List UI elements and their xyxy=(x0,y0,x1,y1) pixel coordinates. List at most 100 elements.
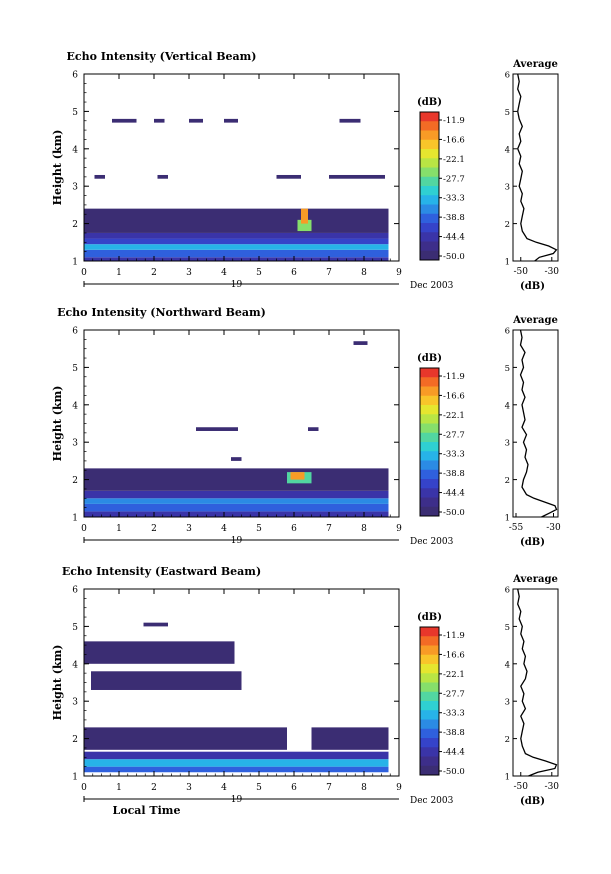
colorbar-tick-label: -27.7 xyxy=(443,689,465,699)
heatmap-cell xyxy=(339,118,361,123)
y-tick-label: 1 xyxy=(72,258,78,268)
colorbar-swatch xyxy=(420,368,439,378)
heatmap-cell xyxy=(112,118,137,123)
colorbar-swatch xyxy=(420,701,439,711)
avg-y-tick-label: 2 xyxy=(505,735,510,745)
heatmap-cell xyxy=(84,208,389,233)
colorbar-swatch xyxy=(420,405,439,415)
colorbar-tick-label: -33.3 xyxy=(443,709,465,719)
x-tick-label: 5 xyxy=(256,268,262,278)
average-title: Average xyxy=(512,59,558,70)
colorbar-swatch xyxy=(420,636,439,646)
x-tick-label: 4 xyxy=(221,268,227,278)
heatmap-cell xyxy=(311,727,389,750)
heatmap-cell xyxy=(329,174,385,179)
panel-title: Echo Intensity (Eastward Beam) xyxy=(62,565,261,578)
heatmap-layer xyxy=(84,118,389,261)
colorbar-swatch xyxy=(420,176,439,187)
y-tick-label: 4 xyxy=(72,145,78,155)
heatmap-cell xyxy=(84,232,389,239)
x-tick-label: 3 xyxy=(186,783,192,793)
colorbar-swatch xyxy=(420,241,439,252)
colorbar-swatch xyxy=(420,395,439,406)
heatmap-cell xyxy=(290,472,305,480)
colorbar-swatch xyxy=(420,158,439,168)
heatmap-cell xyxy=(84,238,389,245)
y-tick-label: 3 xyxy=(72,183,78,193)
colorbar-swatch xyxy=(420,691,439,702)
x-tick-label: 3 xyxy=(186,268,192,278)
colorbar-unit: (dB) xyxy=(417,97,442,108)
colorbar-swatch xyxy=(420,377,439,387)
colorbar-swatch xyxy=(420,710,439,720)
y-tick-label: 5 xyxy=(72,108,78,118)
y-tick-label: 2 xyxy=(72,735,78,745)
y-axis-title: Height (km) xyxy=(51,130,64,206)
heatmap-cell xyxy=(308,427,319,431)
avg-x-tick-label: -50 xyxy=(514,267,529,277)
x-tick-label: 1 xyxy=(116,268,122,278)
colorbar-frame xyxy=(419,367,440,517)
x-tick-label: 7 xyxy=(326,524,332,534)
y-tick-label: 6 xyxy=(72,586,78,596)
heatmap-cell xyxy=(353,341,368,345)
x-tick-label: 8 xyxy=(361,783,367,793)
colorbar-swatch xyxy=(420,442,439,452)
avg-x-tick-label: -30 xyxy=(546,523,561,533)
avg-x-tick-label: -50 xyxy=(514,782,529,792)
avg-x-tick-label: -30 xyxy=(545,267,560,277)
colorbar-swatch xyxy=(420,167,439,178)
avg-y-tick-label: 4 xyxy=(505,401,510,411)
avg-y-tick-label: 3 xyxy=(505,698,510,708)
heatmap-cell xyxy=(189,118,203,123)
y-tick-label: 5 xyxy=(72,364,78,374)
colorbar-tick-label: -22.1 xyxy=(443,155,465,165)
colorbar-tick-label: -50.0 xyxy=(443,767,465,777)
colorbar-swatch xyxy=(420,139,439,150)
heatmap-cell xyxy=(84,503,389,512)
colorbar-swatch xyxy=(420,682,439,693)
x-tick-label: 2 xyxy=(151,783,157,793)
colorbar-swatch xyxy=(420,469,439,480)
average-profile-line xyxy=(517,588,558,777)
colorbar-swatch xyxy=(420,654,439,665)
heatmap-cell xyxy=(154,118,165,123)
heatmap-cell xyxy=(84,511,389,517)
heatmap-cell xyxy=(84,468,389,491)
y-tick-label: 2 xyxy=(72,476,78,486)
heatmap-cell xyxy=(84,244,389,250)
day-label: 19 xyxy=(231,280,243,290)
avg-y-tick-label: 6 xyxy=(505,327,510,337)
avg-y-tick-label: 6 xyxy=(505,71,510,81)
x-tick-label: 9 xyxy=(396,268,402,278)
colorbar-swatch xyxy=(420,479,439,489)
month-label: Dec 2003 xyxy=(410,537,454,547)
heatmap-cell xyxy=(301,208,308,224)
avg-y-tick-label: 1 xyxy=(505,514,510,524)
x-tick-label: 5 xyxy=(256,783,262,793)
colorbar-tick-label: -44.4 xyxy=(443,233,465,243)
avg-y-tick-label: 1 xyxy=(505,258,510,268)
month-label: Dec 2003 xyxy=(410,796,454,806)
x-tick-label: 4 xyxy=(221,783,227,793)
y-tick-label: 1 xyxy=(72,514,78,524)
colorbar-tick-label: -38.8 xyxy=(443,213,465,223)
heatmap-cell xyxy=(276,174,301,179)
colorbar-tick-label: -50.0 xyxy=(443,252,465,262)
x-tick-label: 6 xyxy=(291,783,297,793)
colorbar-tick-label: -33.3 xyxy=(443,194,465,204)
colorbar-swatch xyxy=(420,627,439,637)
y-tick-label: 4 xyxy=(72,401,78,411)
heatmap-cell xyxy=(91,671,242,690)
colorbar-tick-label: -22.1 xyxy=(443,670,465,680)
x-axis-title: Local Time xyxy=(113,804,181,817)
colorbar-tick-label: -22.1 xyxy=(443,411,465,421)
colorbar-tick-label: -50.0 xyxy=(443,508,465,518)
colorbar-swatch xyxy=(420,497,439,508)
heatmap-cell xyxy=(84,751,389,760)
day-label: 19 xyxy=(231,795,243,805)
y-tick-label: 1 xyxy=(72,773,78,783)
